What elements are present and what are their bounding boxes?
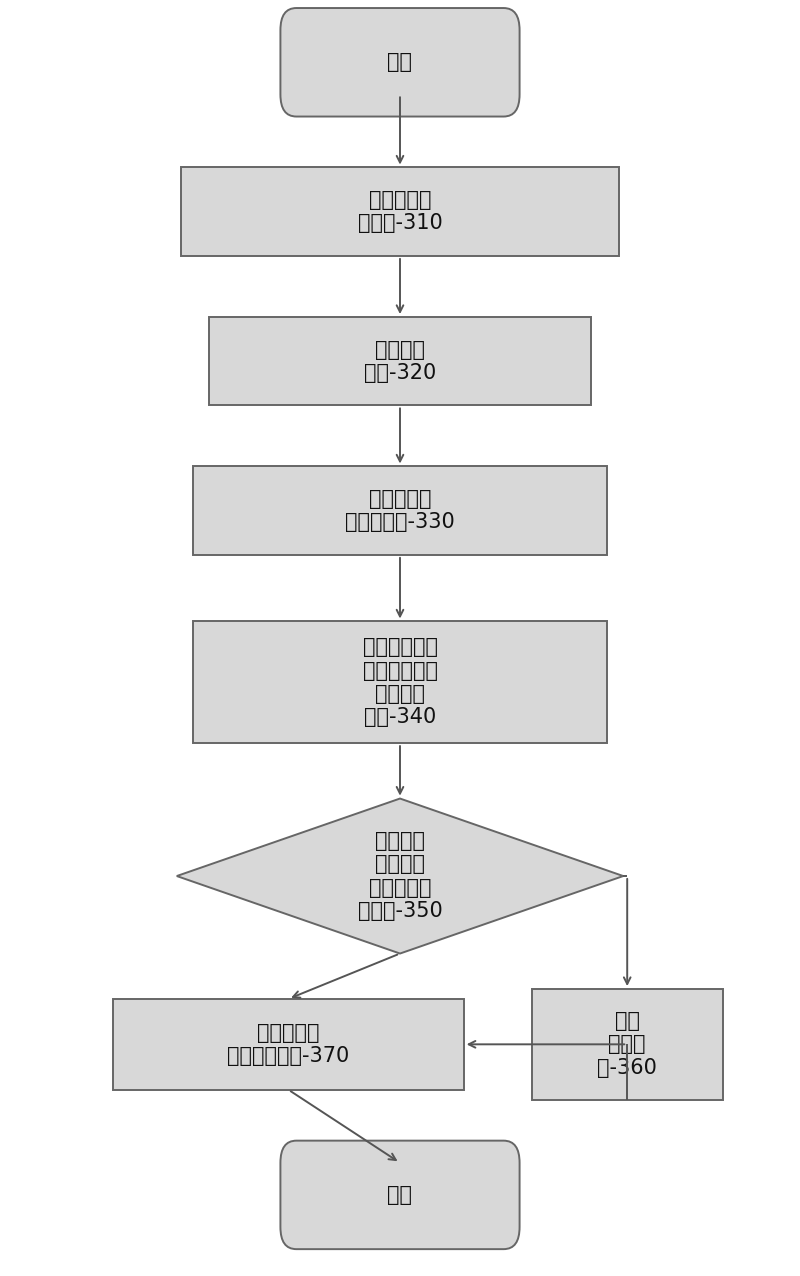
FancyBboxPatch shape <box>193 621 607 743</box>
Text: 存储
葡萄糖
値-360: 存储 葡萄糖 値-360 <box>598 1011 657 1077</box>
Text: 进行样本
分析-320: 进行样本 分析-320 <box>364 339 436 383</box>
FancyBboxPatch shape <box>209 316 591 406</box>
Text: 执行所选的
单次剂量计算-370: 执行所选的 单次剂量计算-370 <box>227 1023 350 1065</box>
Text: 结束: 结束 <box>387 1185 413 1205</box>
Text: 开始: 开始 <box>387 52 413 73</box>
FancyBboxPatch shape <box>281 1141 519 1249</box>
FancyBboxPatch shape <box>113 999 464 1090</box>
FancyBboxPatch shape <box>281 8 519 116</box>
Polygon shape <box>177 799 623 953</box>
Text: 提示患者选择
是否需要进行
单次剂量
计算-340: 提示患者选择 是否需要进行 单次剂量 计算-340 <box>362 638 438 727</box>
Text: 输出相关的
葡萄糖水平-330: 输出相关的 葡萄糖水平-330 <box>345 489 455 532</box>
FancyBboxPatch shape <box>193 467 607 555</box>
Text: 患者选择
是否接收
到单次剂量
计算？-350: 患者选择 是否接收 到单次剂量 计算？-350 <box>358 831 442 921</box>
FancyBboxPatch shape <box>531 989 723 1100</box>
Text: 检测测试条
的插入-310: 检测测试条 的插入-310 <box>358 190 442 234</box>
FancyBboxPatch shape <box>181 167 619 256</box>
